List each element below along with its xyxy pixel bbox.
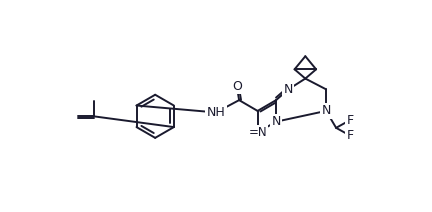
Text: =N: =N xyxy=(248,126,267,139)
Text: N: N xyxy=(271,115,281,128)
Text: NH: NH xyxy=(206,106,226,119)
Text: F: F xyxy=(346,114,353,127)
Text: N: N xyxy=(321,105,331,117)
Text: N: N xyxy=(284,83,293,96)
Text: O: O xyxy=(232,80,242,93)
Text: F: F xyxy=(346,129,353,142)
